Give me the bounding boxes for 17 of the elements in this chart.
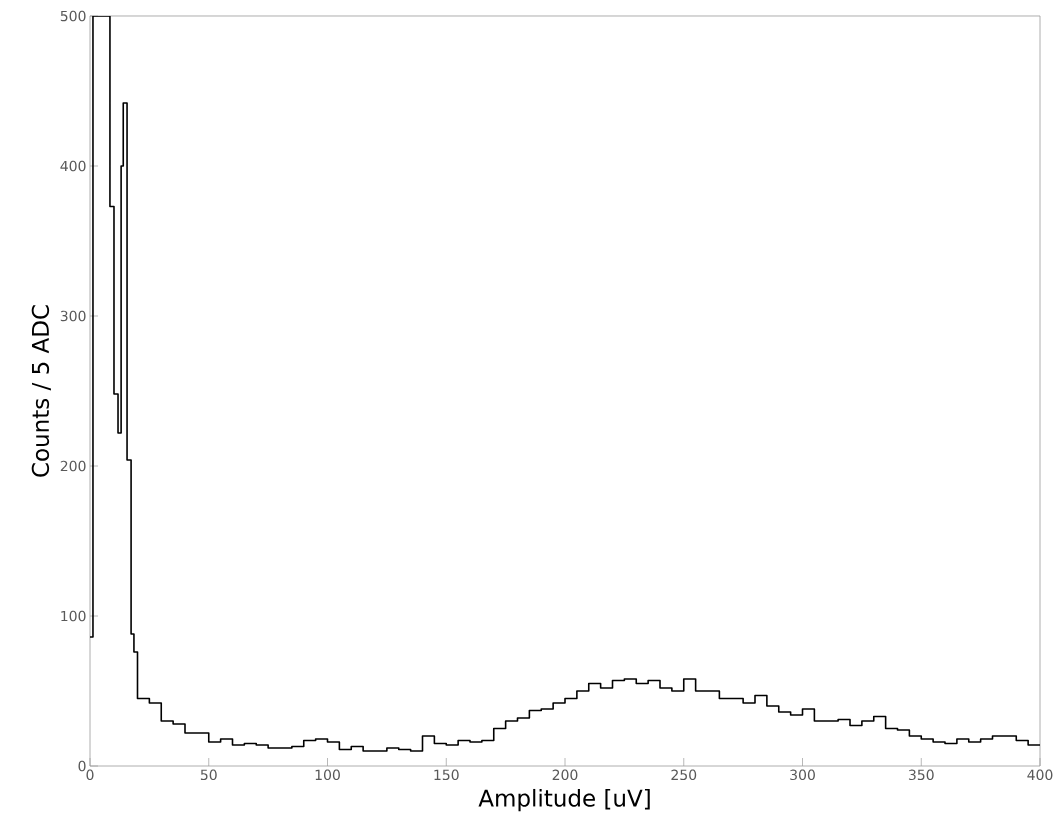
y-tick-label: 300 [60,310,86,322]
x-tick-label: 100 [315,769,340,781]
x-tick-label: 350 [908,769,934,781]
y-tick-label: 200 [60,460,86,472]
x-tick-label: 0 [86,769,94,781]
y-tick-label: 0 [78,760,86,772]
x-tick-label: 250 [671,769,697,781]
x-tick-label: 200 [552,769,578,781]
x-tick-label: 50 [200,769,217,781]
y-axis-title: Counts / 5 ADC [31,305,51,477]
x-tick-label: 150 [434,769,459,781]
y-tick-label: 500 [60,10,86,22]
x-tick-label: 300 [790,769,815,781]
y-tick-label: 100 [61,610,86,622]
x-axis-title: Amplitude [uV] [478,788,650,812]
y-tick-label: 400 [60,160,86,172]
x-tick-label: 400 [1027,769,1053,781]
